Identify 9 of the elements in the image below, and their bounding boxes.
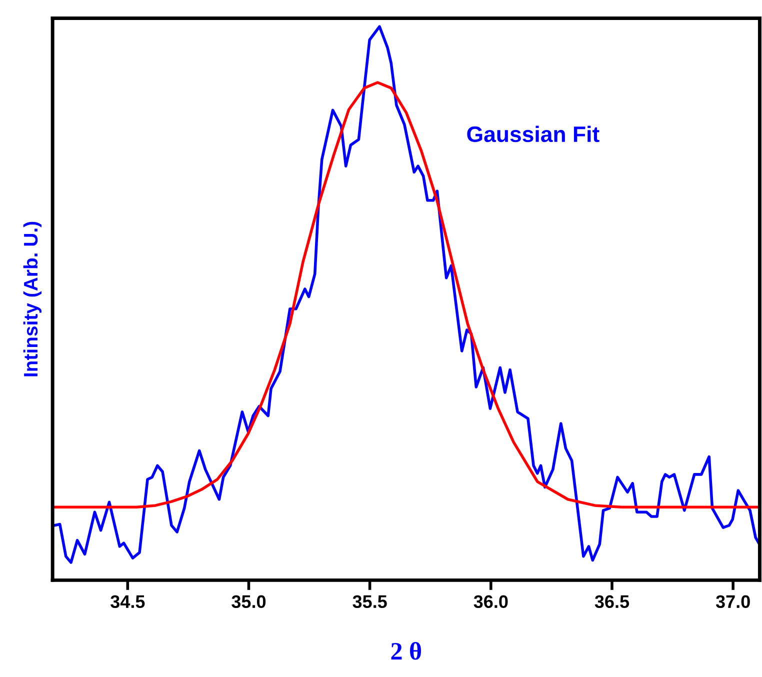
x-tick-label: 34.5 xyxy=(110,595,145,608)
annotation: Gaussian Fit xyxy=(467,126,600,142)
x-tick-label: 36.5 xyxy=(594,595,630,608)
x-tick-label: 35.5 xyxy=(352,595,387,608)
y-axis-title: Intinsity (Arb. U.) xyxy=(23,222,42,376)
x-tick-label: 35.0 xyxy=(232,595,266,608)
x-tick-label: 36.0 xyxy=(474,595,508,608)
x-axis-title: 2 θ xyxy=(391,642,421,660)
x-tick-label: 37.0 xyxy=(716,595,750,608)
